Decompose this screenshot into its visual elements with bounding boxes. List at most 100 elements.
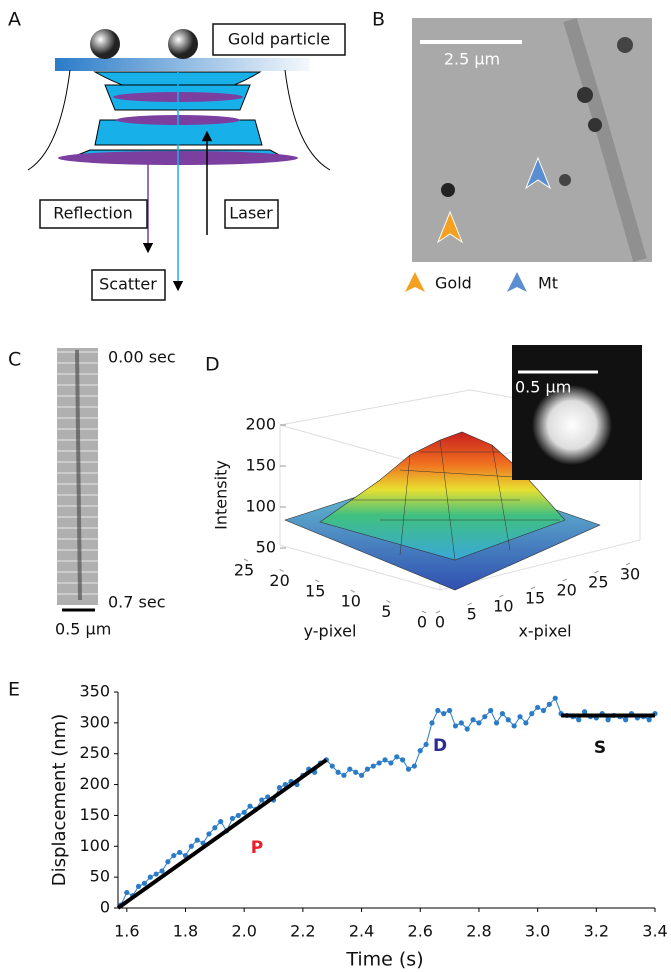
y-tick — [243, 558, 249, 562]
z-tick-label: 50 — [256, 538, 276, 557]
data-point — [218, 819, 224, 825]
y-tick-label: 0 — [417, 613, 427, 632]
annotation: P — [251, 838, 263, 858]
time-label: 0.7 sec — [108, 593, 166, 612]
data-point — [405, 766, 412, 772]
panel-label: A — [8, 9, 21, 31]
data-point — [470, 717, 476, 723]
x-tick-label: 2.4 — [349, 922, 374, 941]
x-tick-label: 20 — [556, 581, 576, 600]
data-point — [488, 707, 494, 714]
y-tick — [279, 568, 284, 572]
x-tick — [499, 594, 504, 598]
x-tick-label: 2.8 — [466, 922, 491, 941]
scale-bar-label: 0.5 μm — [55, 620, 111, 639]
data-point — [353, 769, 359, 775]
x-tick-label: 3.0 — [525, 922, 550, 941]
y-tick — [350, 589, 356, 593]
x-tick — [594, 570, 599, 574]
data-point — [124, 889, 130, 896]
x-tick-label: 25 — [588, 573, 608, 592]
y-tick-label: 250 — [79, 743, 110, 762]
x-tick-label: 30 — [620, 565, 640, 584]
data-point — [429, 720, 435, 726]
panel-label: D — [205, 354, 220, 376]
y-tick-label: 0 — [100, 898, 110, 917]
x-tick-label: 1.8 — [173, 922, 198, 941]
data-point — [358, 772, 365, 778]
x-tick-label: 2.2 — [290, 922, 315, 941]
y-tick-label: 5 — [381, 602, 391, 621]
data-point — [276, 785, 282, 791]
data-point — [476, 720, 482, 726]
y-tick — [386, 600, 391, 604]
data-point — [529, 711, 535, 717]
time-label: 0.00 sec — [108, 348, 176, 367]
data-point — [464, 726, 470, 732]
x-tick-label: 5 — [467, 605, 477, 624]
y-tick-label: 200 — [79, 774, 110, 793]
diagram-label: Laser — [229, 204, 273, 223]
data-point — [646, 717, 652, 723]
data-point — [259, 797, 265, 803]
data-point — [177, 849, 183, 856]
data-point — [452, 723, 459, 729]
data-point — [499, 711, 506, 717]
data-point — [581, 709, 588, 715]
y-tick-label: 15 — [305, 581, 325, 600]
data-point — [141, 880, 148, 886]
legend-entry: Mt — [538, 274, 558, 293]
y-axis-title: Displacement (nm) — [49, 714, 70, 886]
x-tick — [467, 602, 472, 606]
data-point — [546, 701, 552, 707]
data-point — [376, 760, 382, 766]
y-tick-label: 25 — [234, 561, 254, 580]
data-point — [329, 763, 335, 769]
data-point — [576, 717, 582, 723]
y-tick — [314, 579, 320, 583]
kymograph — [57, 348, 98, 612]
data-point — [441, 711, 447, 717]
data-point — [241, 809, 247, 815]
x-tick-label: 3.2 — [584, 922, 609, 941]
data-point — [535, 704, 541, 711]
data-point — [247, 803, 253, 809]
data-point — [171, 852, 177, 859]
data-point — [511, 723, 517, 729]
y-tick-label: 350 — [79, 682, 110, 701]
data-point — [523, 720, 529, 726]
data-point — [153, 871, 159, 877]
inset-scale-label: 0.5 μm — [515, 378, 571, 397]
annotation: D — [433, 736, 447, 756]
z-axis-title: Intensity — [212, 460, 231, 530]
panel-label: E — [8, 679, 20, 701]
x-tick-label: 10 — [493, 597, 513, 616]
data-point — [446, 707, 453, 714]
data-point — [188, 843, 194, 849]
data-point — [435, 707, 441, 714]
data-point — [206, 831, 212, 837]
x-tick — [435, 610, 441, 614]
data-point — [394, 754, 400, 760]
diagram — [27, 23, 346, 301]
x-tick-label: 1.6 — [114, 922, 139, 941]
z-tick-label: 150 — [245, 456, 276, 475]
x-tick-label: 3.4 — [642, 922, 667, 941]
data-point — [605, 717, 611, 723]
data-point — [194, 837, 200, 843]
data-point — [400, 757, 406, 763]
annotation: S — [594, 738, 606, 758]
micrograph — [405, 17, 652, 292]
data-point — [212, 825, 218, 831]
x-tick-label: 15 — [525, 589, 545, 608]
data-point — [265, 794, 271, 800]
data-point — [423, 741, 429, 748]
x-tick-label: 0 — [435, 613, 445, 632]
data-point — [165, 859, 171, 865]
data-point — [417, 748, 423, 754]
scale-bar-label: 2.5 μm — [444, 50, 500, 69]
data-point — [482, 714, 488, 720]
data-point — [552, 695, 558, 701]
data-point — [235, 812, 241, 819]
